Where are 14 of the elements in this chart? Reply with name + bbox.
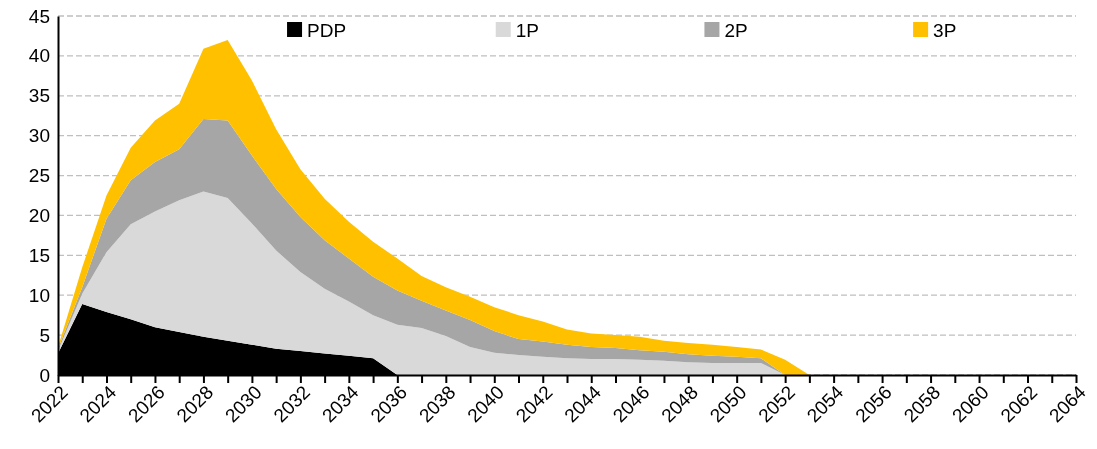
y-tick-label: 5 [39, 324, 50, 346]
legend-label: PDP [307, 19, 347, 41]
legend-label: 2P [724, 19, 748, 41]
legend-label: 1P [515, 19, 539, 41]
y-tick-label: 25 [28, 165, 50, 187]
y-tick-label: 0 [39, 364, 50, 386]
y-tick-label: 20 [28, 205, 50, 227]
legend-label: 3P [933, 19, 957, 41]
y-tick-label: 35 [28, 85, 50, 107]
y-tick-label: 15 [28, 244, 50, 266]
y-tick-label: 30 [28, 125, 50, 147]
y-tick-label: 40 [28, 45, 50, 67]
y-tick-label: 45 [28, 5, 50, 27]
y-tick-label: 10 [28, 284, 50, 306]
